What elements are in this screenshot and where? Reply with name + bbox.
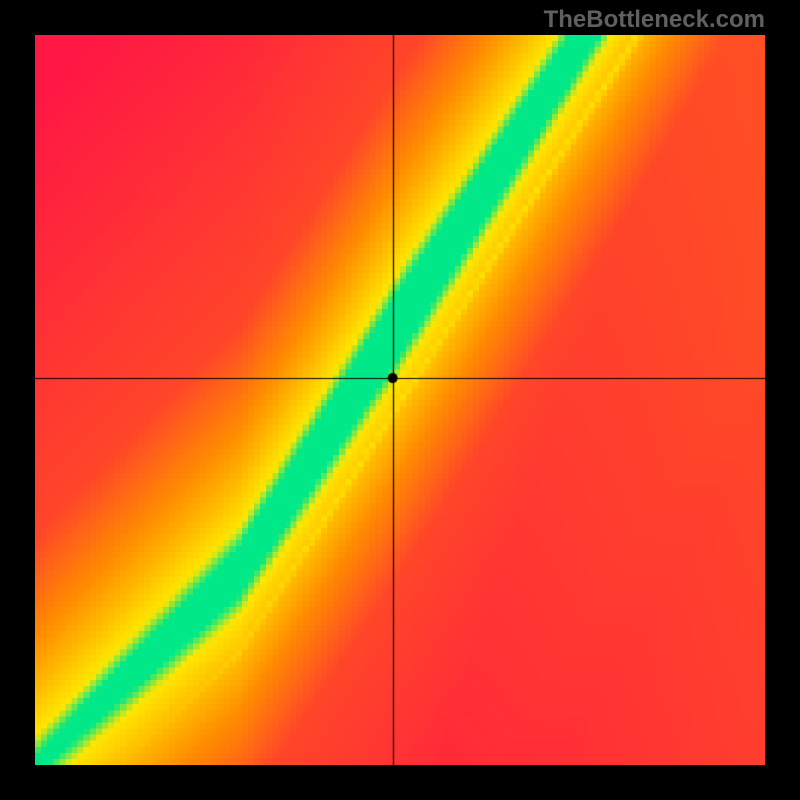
chart-stage: TheBottleneck.com bbox=[0, 0, 800, 800]
watermark-text: TheBottleneck.com bbox=[544, 6, 765, 34]
bottleneck-heatmap bbox=[35, 35, 765, 765]
